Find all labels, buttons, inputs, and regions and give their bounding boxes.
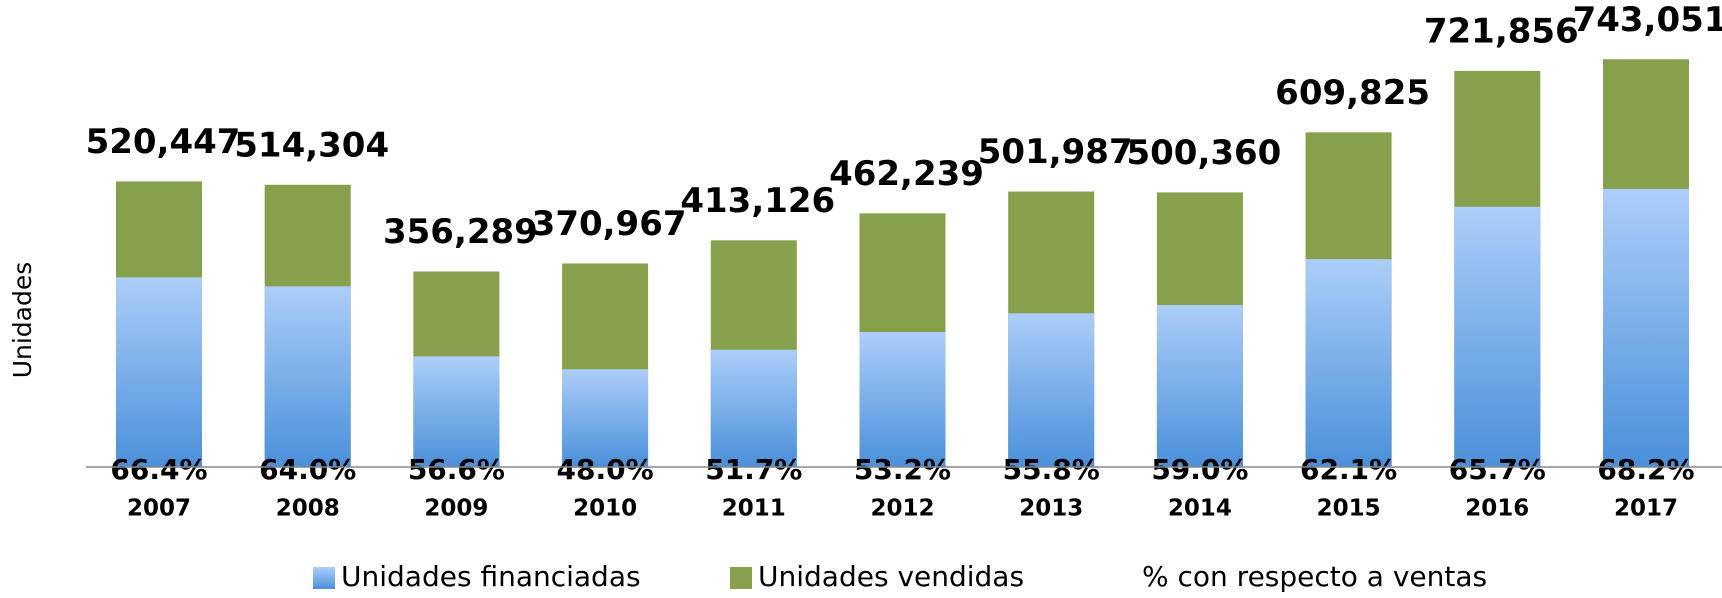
x-tick-label: 2013 — [1019, 496, 1083, 522]
bar-financiadas — [1156, 305, 1243, 467]
x-tick-label: 2010 — [573, 496, 637, 522]
percent-label: 48.0% — [557, 453, 654, 486]
legend-marker — [730, 567, 752, 589]
total-label: 462,239 — [829, 154, 984, 194]
percent-label: 62.1% — [1300, 453, 1397, 486]
legend-label: Unidades financiadas — [341, 560, 641, 593]
bar-financiadas — [1603, 188, 1689, 467]
total-label: 370,967 — [532, 204, 687, 244]
x-tick-label: 2008 — [276, 496, 340, 522]
y-axis-label: Unidades — [8, 262, 37, 379]
percent-label: 68.2% — [1597, 453, 1694, 486]
total-label: 721,856 — [1424, 11, 1579, 51]
x-tick-label: 2011 — [722, 496, 786, 522]
total-label: 413,126 — [680, 181, 835, 221]
x-tick-label: 2012 — [870, 496, 934, 522]
x-tick-label: 2007 — [127, 496, 191, 522]
percent-label: 59.0% — [1151, 453, 1248, 486]
total-label: 514,304 — [234, 125, 389, 165]
bar-financiadas — [116, 277, 202, 467]
total-label: 609,825 — [1275, 73, 1430, 113]
total-label: 500,360 — [1126, 133, 1281, 173]
x-tick-label: 2017 — [1614, 496, 1678, 522]
bar-financiadas — [710, 349, 797, 467]
x-tick-label: 2015 — [1317, 496, 1381, 522]
percent-label: 53.2% — [854, 453, 951, 486]
bar-financiadas — [1305, 259, 1392, 467]
bar-financiadas — [1008, 313, 1095, 467]
bar-financiadas — [562, 369, 649, 467]
bar-financiadas — [264, 286, 351, 467]
percent-label: 65.7% — [1449, 453, 1546, 486]
percent-label: 55.8% — [1003, 453, 1100, 486]
bar-financiadas — [859, 332, 946, 467]
total-label: 356,289 — [383, 212, 538, 252]
x-tick-label: 2014 — [1168, 496, 1232, 522]
legend-label: Unidades vendidas — [758, 560, 1024, 593]
percent-label: 56.6% — [408, 453, 505, 486]
percent-label: 51.7% — [705, 453, 802, 486]
legend-label: % con respecto a ventas — [1142, 560, 1487, 593]
total-label: 501,987 — [978, 132, 1133, 172]
x-tick-label: 2016 — [1465, 496, 1529, 522]
total-label: 743,051 — [1573, 0, 1722, 40]
legend-marker — [313, 567, 335, 589]
x-tick-label: 2009 — [424, 496, 488, 522]
bar-financiadas — [1454, 206, 1541, 467]
bar-financiadas — [413, 356, 500, 467]
total-label: 520,447 — [86, 122, 241, 162]
percent-label: 66.4% — [110, 453, 207, 486]
percent-label: 64.0% — [259, 453, 356, 486]
